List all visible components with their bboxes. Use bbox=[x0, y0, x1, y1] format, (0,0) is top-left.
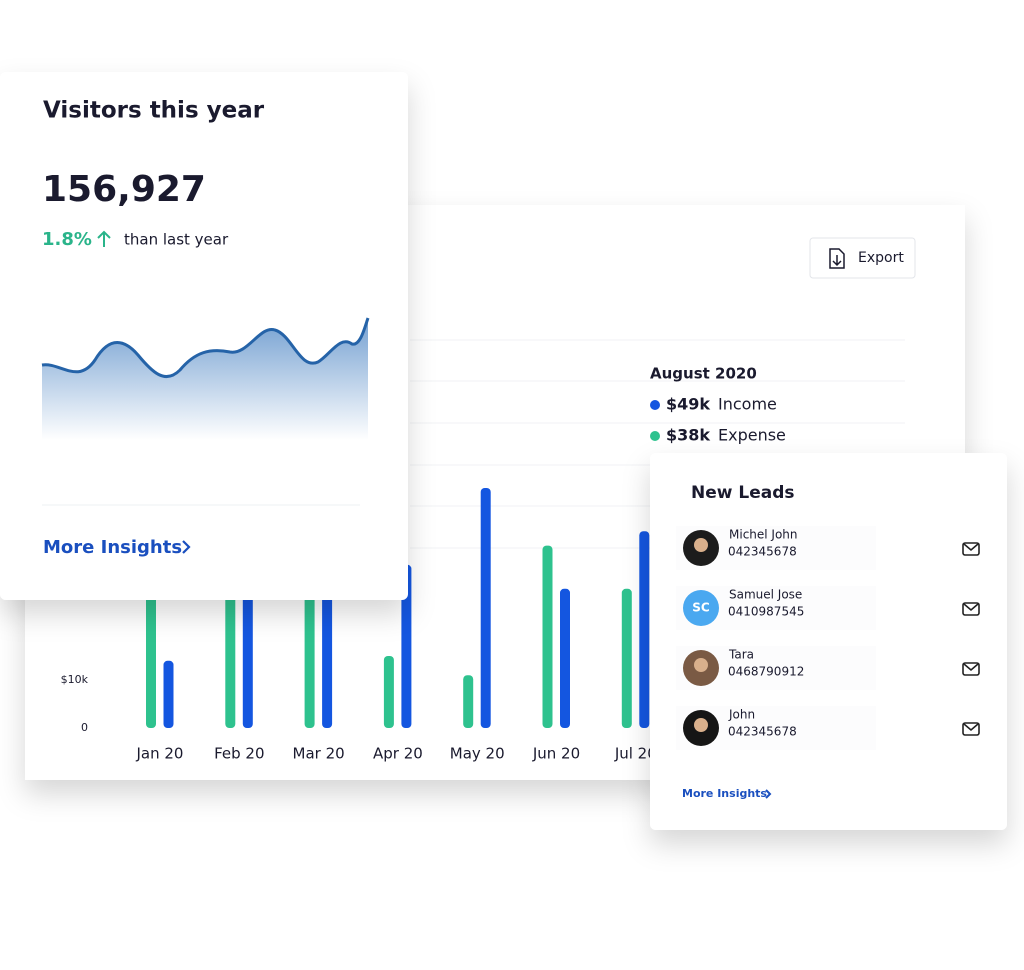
mail-icon[interactable] bbox=[962, 662, 980, 676]
tooltip-value: $38k bbox=[666, 426, 710, 445]
bar bbox=[225, 560, 236, 728]
bar bbox=[146, 574, 156, 728]
x-tick-label: Jun 20 bbox=[532, 745, 580, 763]
y-tick-label: $10k bbox=[61, 673, 89, 686]
lead-phone: 0468790912 bbox=[728, 665, 804, 679]
x-tick-label: May 20 bbox=[450, 745, 505, 763]
bar bbox=[242, 569, 253, 728]
card-bg bbox=[0, 72, 408, 600]
lead-name: Samuel Jose bbox=[729, 588, 802, 602]
change-percent: 1.8% bbox=[42, 229, 92, 250]
bar bbox=[163, 660, 174, 728]
bar bbox=[480, 488, 491, 728]
sparkline-area bbox=[42, 318, 368, 440]
legend-dot bbox=[650, 431, 660, 441]
card-bg bbox=[650, 453, 1007, 830]
y-tick-label: 0 bbox=[81, 721, 88, 734]
x-tick-label: Jul 20 bbox=[614, 745, 657, 763]
x-tick-label: Apr 20 bbox=[373, 745, 423, 763]
bar bbox=[383, 656, 394, 728]
legend-dot bbox=[650, 400, 660, 410]
sparkline bbox=[41, 317, 370, 378]
lead-name: John bbox=[728, 708, 755, 722]
mail-icon[interactable] bbox=[962, 602, 980, 616]
more-insights-link[interactable]: More Insights bbox=[43, 537, 182, 558]
card-title: New Leads bbox=[691, 483, 795, 503]
lead-name: Tara bbox=[728, 648, 754, 662]
lead-phone: 042345678 bbox=[728, 725, 797, 739]
bar bbox=[401, 564, 412, 728]
legend-label: Income bbox=[718, 395, 777, 414]
card-title: Visitors this year bbox=[43, 98, 265, 124]
avatar-face bbox=[694, 538, 708, 552]
bar bbox=[304, 564, 315, 728]
export-icon bbox=[829, 248, 845, 269]
mail-flap bbox=[963, 543, 979, 552]
up-arrow bbox=[97, 230, 111, 247]
avatar-face bbox=[694, 658, 708, 672]
chevron bbox=[182, 540, 191, 554]
mail-icon[interactable] bbox=[962, 722, 980, 736]
avatar-initials: SC bbox=[692, 601, 710, 615]
bar bbox=[463, 675, 474, 728]
x-tick-label: Jan 20 bbox=[136, 745, 184, 763]
leads-card: New Leads More Insights Michel John 04234… bbox=[650, 453, 1007, 830]
lead-phone: 042345678 bbox=[728, 545, 797, 559]
mail-icon[interactable] bbox=[962, 542, 980, 556]
visitor-total: 156,927 bbox=[42, 169, 206, 210]
chevron bbox=[765, 789, 772, 799]
bar bbox=[639, 531, 650, 728]
bar bbox=[560, 588, 570, 728]
tooltip: $49k Income $38k Expense bbox=[650, 395, 786, 445]
bar bbox=[542, 545, 553, 728]
visitors-card: Visitors this year 156,927 1.8% than las… bbox=[0, 72, 408, 600]
more-insights-link[interactable]: More Insights bbox=[682, 787, 767, 800]
tooltip-value: $49k bbox=[666, 395, 710, 414]
lead-phone: 0410987545 bbox=[728, 605, 804, 619]
tooltip-title: August 2020 bbox=[650, 365, 757, 383]
change-note: than last year bbox=[124, 231, 229, 249]
mail-flap bbox=[963, 663, 979, 672]
mail-flap bbox=[963, 723, 979, 732]
mail-flap bbox=[963, 603, 979, 612]
bar-plot: 0 $10k Jan 20 Feb 20 Mar 20 Apr 20 May 20 Jun 2… bbox=[61, 488, 657, 763]
x-tick-label: Feb 20 bbox=[214, 745, 264, 763]
bar bbox=[621, 588, 632, 728]
export-label: Export bbox=[858, 250, 904, 266]
avatar bbox=[683, 590, 719, 626]
avatar-face bbox=[694, 718, 708, 732]
x-tick-label: Mar 20 bbox=[293, 745, 345, 763]
lead-name: Michel John bbox=[729, 528, 798, 542]
legend-label: Expense bbox=[718, 426, 786, 445]
